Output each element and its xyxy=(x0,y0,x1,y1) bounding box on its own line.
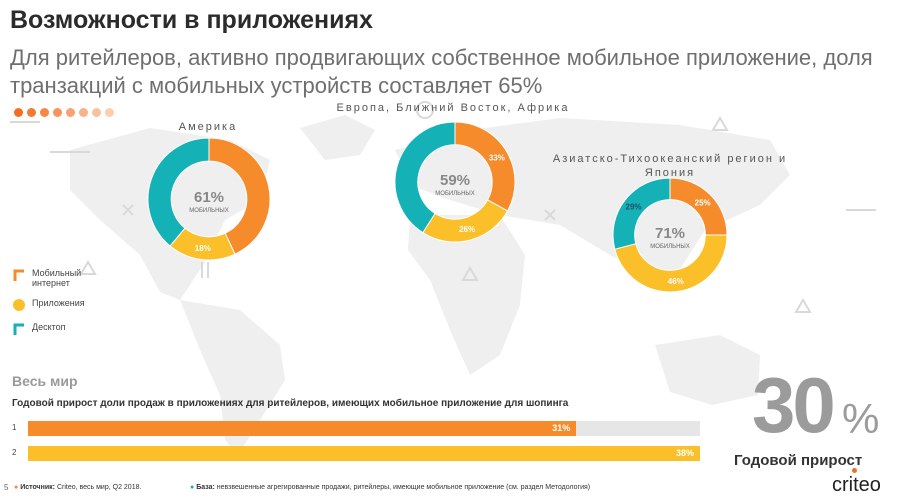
region-label-apj: Азиатско-Тихоокеанский регион и Япония xyxy=(552,153,788,179)
bar xyxy=(28,446,700,461)
donut-chart-america: 18% 61% МОБИЛЬНЫХ xyxy=(147,137,271,261)
bar-category-label: 1 xyxy=(12,423,17,432)
legend-mobile-web-label: Мобильный интернет xyxy=(32,268,82,288)
page-subtitle: Для ритейлеров, активно продвигающих соб… xyxy=(10,45,873,98)
region-label-america: Америка xyxy=(178,121,238,133)
legend-desktop-label: Десктоп xyxy=(32,322,66,332)
footer-source: ● Источник: Criteo, весь мир, Q2 2018. xyxy=(14,484,142,491)
donut-chart-emea: 33% 26% 59% МОБИЛЬНЫХ xyxy=(394,121,516,243)
bar-track: 31% xyxy=(28,421,700,436)
legend-item-apps: Приложения xyxy=(12,298,92,312)
bar xyxy=(28,421,577,436)
base-label: База: xyxy=(196,484,215,491)
slice-mobile-web xyxy=(454,121,516,212)
donut-center-label: МОБИЛЬНЫХ xyxy=(189,208,228,214)
legend-mobile-web-marker xyxy=(13,269,24,281)
highlight-label: Годовой прирост xyxy=(734,452,863,469)
source-text: Criteo, весь мир, Q2 2018. xyxy=(56,484,142,491)
donut-center-value: 61% xyxy=(194,189,224,206)
footer-base: ● База: невзвешенные агрегированные прод… xyxy=(190,484,591,491)
slice-apps xyxy=(422,199,509,243)
base-text: невзвешенные агрегированные продажи, рит… xyxy=(216,484,591,491)
legend-desktop-marker xyxy=(13,323,24,335)
bar-value-label: 38% xyxy=(676,448,695,458)
slice-value-label: 18% xyxy=(195,244,211,253)
legend-apps-marker xyxy=(13,299,25,311)
slice-value-label: 25% xyxy=(695,198,711,207)
slice-value-label: 46% xyxy=(668,277,684,286)
source-label: Источник: xyxy=(20,484,55,491)
slice-apps xyxy=(614,234,728,293)
legend-item-mobile-web: Мобильный интернет xyxy=(12,268,92,288)
slice-desktop xyxy=(147,137,210,247)
slice-value-label: 29% xyxy=(626,203,642,212)
bar-category-label: 2 xyxy=(12,448,17,457)
decorative-dots xyxy=(14,104,118,122)
bar-track: 38% xyxy=(28,446,700,461)
chart-legend: Мобильный интернет Приложения Десктоп xyxy=(12,268,92,346)
slice-desktop xyxy=(612,177,671,250)
bar-value-label: 31% xyxy=(552,423,571,433)
page-title: Возможности в приложениях xyxy=(10,6,373,34)
donut-center-label: МОБИЛЬНЫХ xyxy=(650,244,689,250)
donut-center-label: МОБИЛЬНЫХ xyxy=(435,191,474,197)
donut-chart-apj: 25% 46% 29% 71% МОБИЛЬНЫХ xyxy=(612,177,728,293)
donut-center-value: 59% xyxy=(440,172,470,189)
highlight-percent: % xyxy=(842,395,880,442)
highlight-number: 30 xyxy=(752,361,836,449)
legend-apps-label: Приложения xyxy=(32,298,85,308)
legend-item-desktop: Десктоп xyxy=(12,322,92,336)
region-label-emea: Европа, Ближний Восток, Африка xyxy=(336,102,570,114)
slice-mobile-web xyxy=(208,137,271,255)
bar-chart-title: Годовой прирост доли продаж в приложения… xyxy=(12,398,569,409)
slice-desktop xyxy=(394,121,456,234)
donut-center-value: 71% xyxy=(655,225,685,242)
criteo-logo: criteo xyxy=(832,474,881,496)
logo-dot xyxy=(852,468,857,473)
section-label-world: Весь мир xyxy=(12,373,78,389)
slice-value-label: 26% xyxy=(459,225,475,234)
slice-value-label: 33% xyxy=(489,153,505,162)
page-number: 5 xyxy=(4,483,9,492)
